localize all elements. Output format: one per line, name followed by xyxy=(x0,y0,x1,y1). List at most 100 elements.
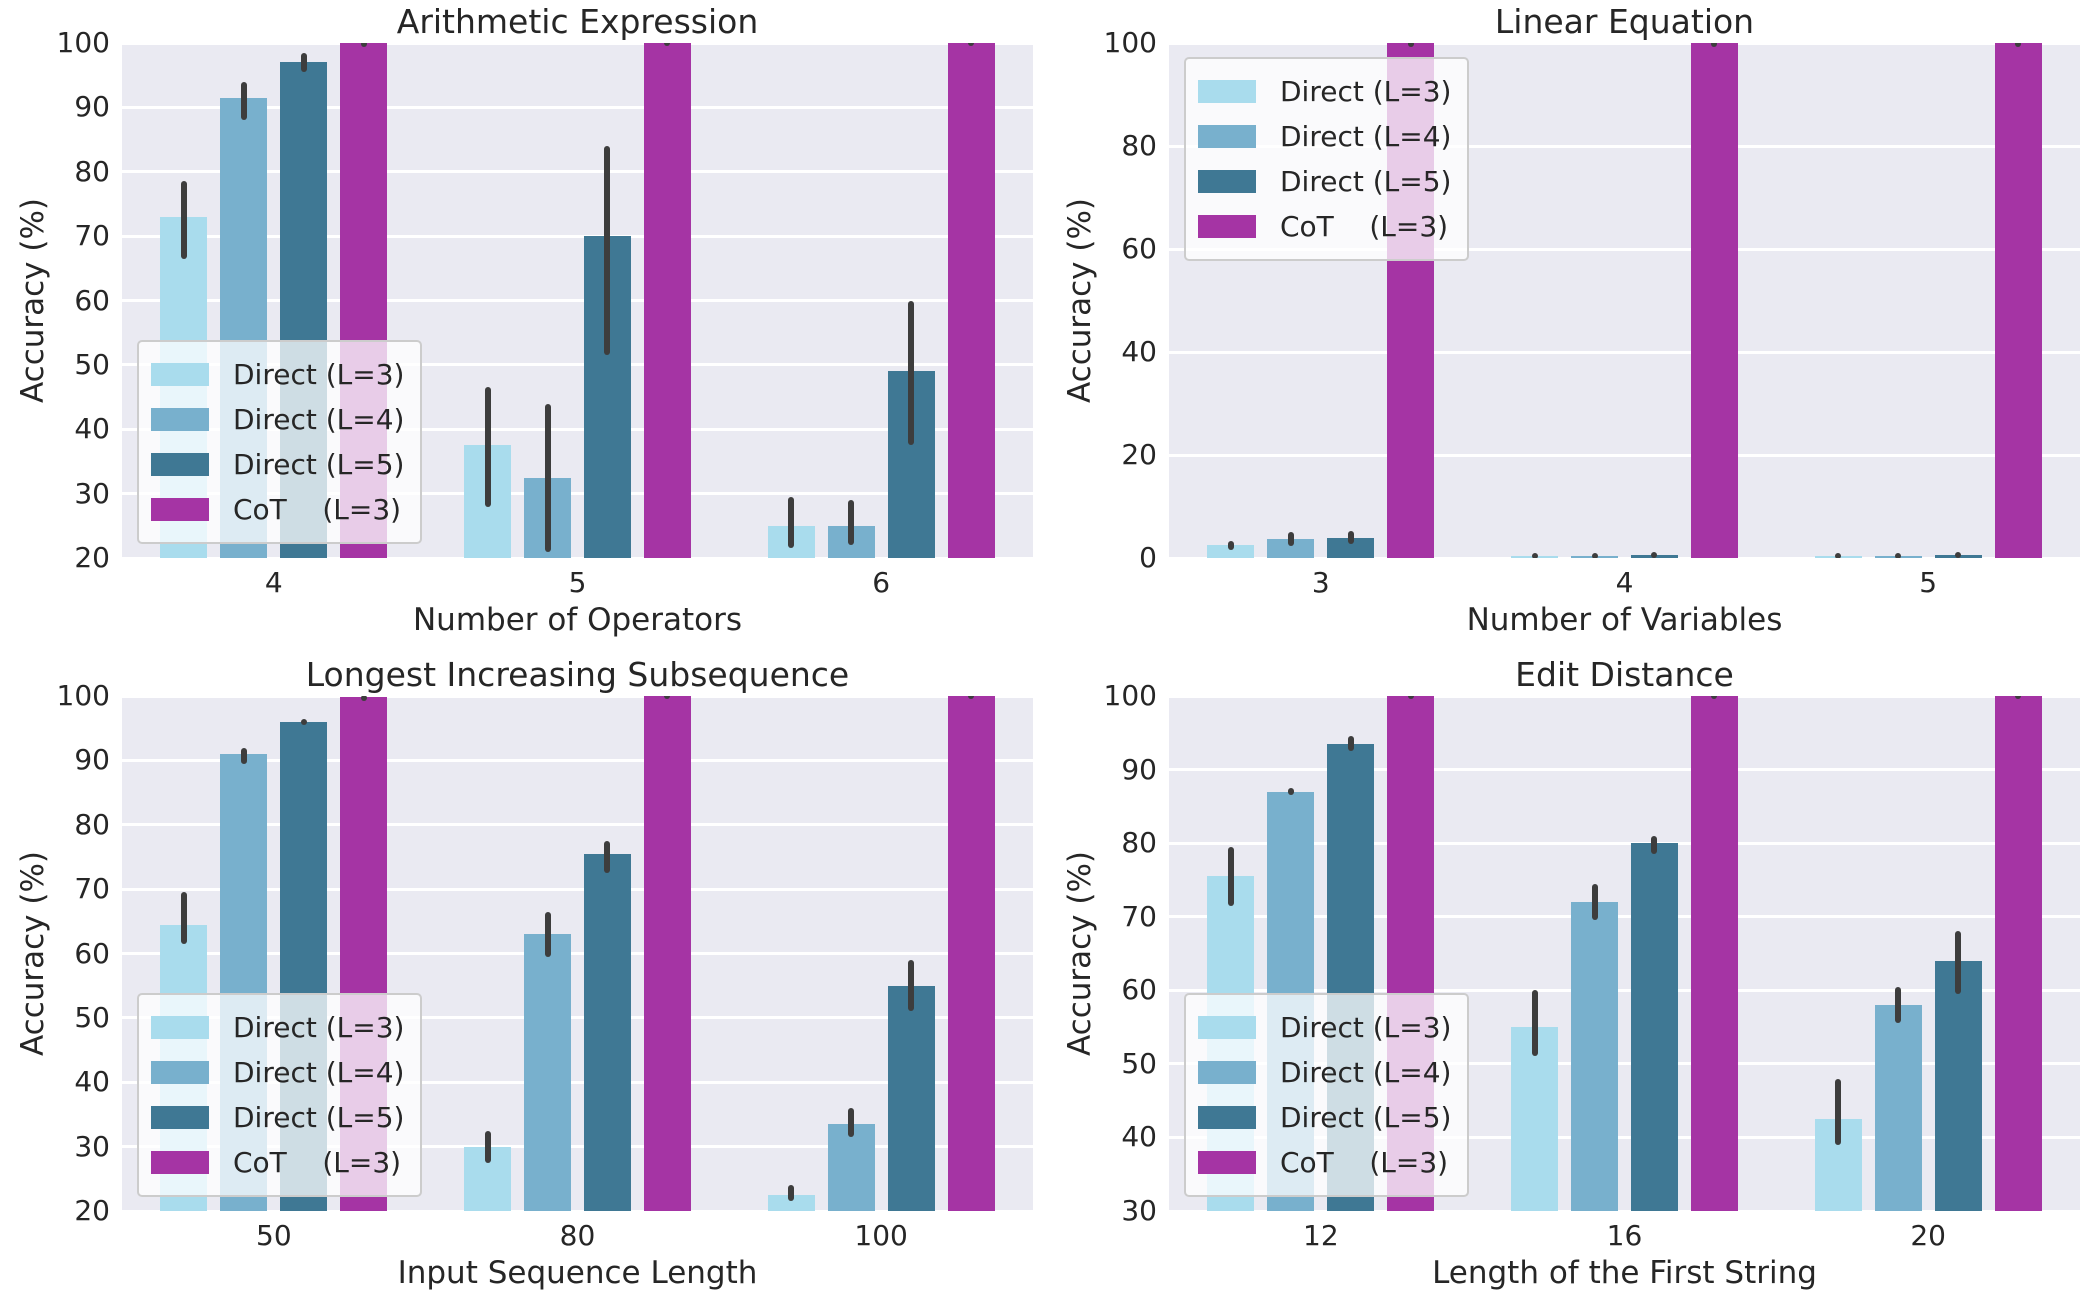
error-bar xyxy=(1287,787,1294,796)
bar xyxy=(583,853,631,1211)
legend-label: CoT (L=3) xyxy=(233,493,402,526)
x-tick-label: 12 xyxy=(1303,1219,1339,1252)
legend-label: CoT (L=3) xyxy=(1280,1146,1449,1179)
legend-label: Direct (L=5) xyxy=(1280,165,1452,198)
gridline xyxy=(1169,43,2080,45)
legend-item: Direct (L=3) xyxy=(151,1005,404,1050)
error-bar xyxy=(1347,530,1354,544)
legend-swatch xyxy=(1198,1106,1256,1129)
y-tick-label: 70 xyxy=(1121,899,1157,933)
bar xyxy=(947,696,995,1211)
y-tick-label: 100 xyxy=(56,679,110,712)
legend-swatch xyxy=(151,408,209,431)
error-bar xyxy=(908,959,915,1012)
legend: Direct (L=3) Direct (L=4) Direct (L=5) CoT … xyxy=(137,993,423,1197)
bar xyxy=(767,1194,815,1211)
error-bar xyxy=(1227,541,1234,551)
chart-edit-distance: Edit Distance Accuracy (%) Length of the… xyxy=(1047,653,2094,1306)
legend-label: Direct (L=5) xyxy=(233,1101,405,1134)
x-tick-label: 5 xyxy=(1919,566,1938,599)
gridline xyxy=(1169,453,2080,457)
y-tick-label: 50 xyxy=(74,1000,110,1034)
legend-item: Direct (L=4) xyxy=(1198,114,1451,159)
error-bar xyxy=(1835,553,1842,558)
error-bar xyxy=(604,840,611,874)
gridline xyxy=(122,758,1033,762)
y-tick-label: 70 xyxy=(74,872,110,906)
legend-item: Direct (L=4) xyxy=(151,397,404,442)
legend-swatch xyxy=(151,363,209,386)
y-tick-label: 30 xyxy=(74,1129,110,1163)
y-tick-label: 50 xyxy=(1121,1046,1157,1080)
gridline xyxy=(122,1145,1033,1149)
error-bar xyxy=(1591,883,1598,921)
legend-item: Direct (L=5) xyxy=(1198,1095,1451,1140)
x-axis-label: Number of Variables xyxy=(1466,602,1783,638)
bar xyxy=(887,985,935,1211)
y-tick-label: 60 xyxy=(74,283,110,317)
x-tick-label: 16 xyxy=(1606,1219,1643,1252)
legend-swatch xyxy=(151,498,209,521)
error-bar xyxy=(1531,990,1538,1057)
gridline xyxy=(122,234,1033,238)
gridline xyxy=(1169,1135,2080,1139)
chart-title: Longest Increasing Subsequence xyxy=(305,655,850,694)
error-bar xyxy=(2015,696,2022,700)
y-tick-label: 90 xyxy=(74,90,110,124)
gridline xyxy=(122,556,1033,558)
error-bar xyxy=(788,496,795,549)
gridline xyxy=(122,887,1033,891)
legend-swatch xyxy=(1198,170,1256,193)
x-axis-label: Number of Operators xyxy=(412,602,743,638)
gridline xyxy=(1169,247,2080,251)
legend-swatch xyxy=(1198,1016,1256,1039)
error-bar xyxy=(240,81,247,121)
error-bar xyxy=(1895,553,1902,558)
gridline xyxy=(122,105,1033,109)
gridline xyxy=(122,823,1033,827)
error-bar xyxy=(300,718,307,725)
gridline xyxy=(1169,696,2080,698)
bar xyxy=(1327,537,1375,558)
legend-label: Direct (L=4) xyxy=(233,1056,405,1089)
legend-item: Direct (L=3) xyxy=(1198,1005,1451,1050)
error-bar xyxy=(968,696,975,700)
y-tick-label: 100 xyxy=(56,26,110,59)
error-bar xyxy=(180,892,187,944)
error-bar xyxy=(1287,531,1294,546)
legend-swatch xyxy=(1198,125,1256,148)
gridline xyxy=(1169,915,2080,919)
bar xyxy=(1570,902,1619,1211)
error-bar xyxy=(2015,43,2022,47)
legend-swatch xyxy=(1198,1151,1256,1174)
legend-item: Direct (L=3) xyxy=(151,352,404,397)
error-bar xyxy=(484,1130,491,1163)
gridline xyxy=(1169,350,2080,354)
gridline xyxy=(122,492,1033,496)
x-tick-label: 4 xyxy=(1615,566,1634,599)
error-bar xyxy=(300,52,307,72)
error-bar xyxy=(1407,696,1414,700)
legend-swatch xyxy=(151,1016,209,1039)
x-tick-label: 50 xyxy=(256,1219,292,1252)
y-tick-label: 40 xyxy=(1121,335,1157,368)
x-axis-label: Input Sequence Length xyxy=(397,1255,758,1291)
error-bar xyxy=(180,181,187,259)
y-tick-label: 0 xyxy=(1139,541,1157,574)
gridline xyxy=(122,170,1033,174)
legend-item: Direct (L=5) xyxy=(151,442,404,487)
bar xyxy=(643,43,691,558)
bar xyxy=(523,934,572,1211)
x-tick-label: 3 xyxy=(1311,566,1330,599)
legend-item: CoT (L=3) xyxy=(151,487,404,532)
y-tick-label: 100 xyxy=(1103,679,1157,712)
legend-label: CoT (L=3) xyxy=(1280,210,1449,243)
legend-item: Direct (L=4) xyxy=(1198,1050,1451,1095)
legend-label: Direct (L=5) xyxy=(1280,1101,1452,1134)
legend-item: Direct (L=3) xyxy=(1198,69,1451,114)
y-tick-label: 40 xyxy=(74,412,110,446)
x-tick-label: 80 xyxy=(559,1219,596,1252)
gridline xyxy=(122,299,1033,302)
y-tick-label: 20 xyxy=(74,1194,110,1227)
